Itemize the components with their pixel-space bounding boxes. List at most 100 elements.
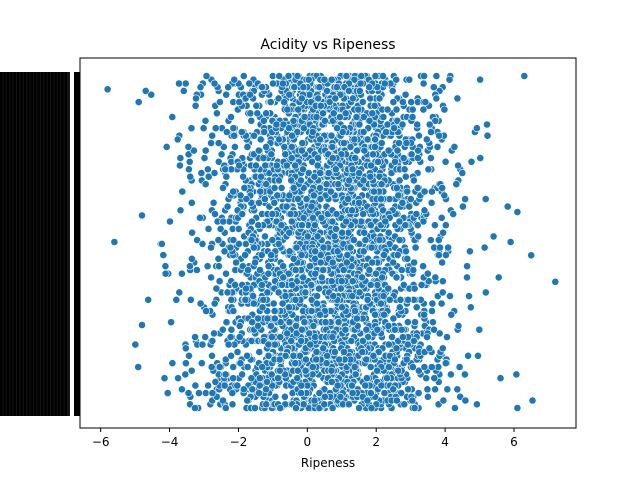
scatter-point bbox=[262, 142, 270, 151]
scatter-point bbox=[339, 139, 348, 147]
scatter-point bbox=[313, 161, 322, 170]
scatter-point bbox=[219, 183, 227, 192]
scatter-point bbox=[476, 75, 484, 84]
scatter-point bbox=[298, 221, 306, 230]
scatter-point bbox=[308, 128, 317, 136]
scatter-point bbox=[379, 72, 387, 80]
scatter-point bbox=[328, 333, 337, 341]
scatter-point bbox=[307, 295, 316, 304]
scatter-point bbox=[301, 355, 310, 364]
scatter-point bbox=[423, 333, 431, 341]
scatter-point bbox=[201, 116, 210, 125]
scatter-point bbox=[287, 154, 296, 162]
scatter-point bbox=[384, 321, 393, 330]
scatter-point bbox=[211, 210, 219, 218]
scatter-point bbox=[370, 142, 379, 151]
scatter-point bbox=[210, 329, 218, 338]
scatter-point bbox=[244, 266, 252, 274]
scatter-point bbox=[439, 228, 447, 237]
scatter-point bbox=[315, 83, 324, 92]
scatter-point bbox=[392, 183, 401, 192]
scatter-point bbox=[287, 142, 296, 151]
scatter-point bbox=[215, 98, 224, 106]
scatter-point bbox=[279, 273, 288, 282]
scatter-point bbox=[404, 385, 412, 394]
scatter-point bbox=[355, 288, 364, 297]
scatter-point bbox=[438, 258, 446, 267]
scatter-point bbox=[377, 139, 386, 147]
scatter-point bbox=[281, 370, 289, 379]
scatter-point bbox=[420, 72, 428, 80]
scatter-point bbox=[503, 202, 512, 211]
scatter-point bbox=[249, 299, 258, 308]
scatter-point bbox=[410, 258, 418, 267]
scatter-point bbox=[305, 90, 314, 99]
scatter-point bbox=[423, 385, 432, 394]
scatter-point bbox=[317, 273, 326, 282]
scatter-point bbox=[551, 277, 560, 286]
scatter-point bbox=[331, 94, 340, 103]
scatter-point bbox=[283, 329, 292, 338]
x-tick-label: 4 bbox=[441, 435, 449, 449]
scatter-point bbox=[198, 239, 207, 248]
scatter-point bbox=[236, 359, 245, 368]
scatter-point bbox=[408, 105, 417, 114]
scatter-point bbox=[207, 273, 215, 282]
scatter-point bbox=[289, 351, 298, 360]
scatter-point bbox=[408, 363, 417, 371]
scatter-point bbox=[434, 236, 443, 244]
scatter-point bbox=[313, 299, 321, 308]
scatter-point bbox=[328, 217, 337, 226]
scatter-point bbox=[292, 404, 300, 412]
scatter-point bbox=[173, 135, 182, 144]
scatter-point bbox=[184, 389, 193, 397]
scatter-point bbox=[176, 206, 185, 215]
scatter-point bbox=[371, 72, 380, 80]
scatter-point bbox=[277, 183, 286, 192]
scatter-point bbox=[430, 221, 439, 230]
scatter-point bbox=[420, 310, 428, 319]
scatter-point bbox=[342, 217, 351, 226]
scatter-point bbox=[450, 142, 459, 151]
scatter-point bbox=[197, 359, 206, 368]
scatter-point bbox=[370, 101, 379, 110]
scatter-point bbox=[428, 307, 436, 315]
scatter-point bbox=[285, 191, 294, 200]
scatter-point bbox=[481, 195, 490, 203]
scatter-point bbox=[207, 139, 215, 147]
scatter-point bbox=[262, 385, 270, 394]
scatter-point bbox=[326, 187, 335, 196]
scatter-point bbox=[211, 124, 220, 133]
scatter-point bbox=[355, 169, 364, 177]
scatter-point bbox=[427, 363, 436, 371]
scatter-point bbox=[419, 79, 428, 88]
scatter-point bbox=[384, 146, 393, 155]
scatter-point bbox=[454, 161, 462, 170]
scatter-point bbox=[306, 262, 314, 271]
scatter-point bbox=[400, 400, 409, 409]
scatter-point bbox=[313, 292, 321, 300]
scatter-point bbox=[461, 396, 470, 405]
scatter-point bbox=[275, 135, 283, 144]
scatter-point bbox=[267, 333, 276, 341]
scatter-point bbox=[264, 262, 273, 271]
scatter-point bbox=[362, 325, 371, 334]
scatter-point bbox=[189, 146, 198, 155]
scatter-point bbox=[222, 172, 231, 181]
scatter-point bbox=[201, 146, 210, 155]
x-tick-label: −4 bbox=[161, 435, 179, 449]
scatter-point bbox=[483, 120, 491, 129]
scatter-point bbox=[348, 165, 357, 174]
scatter-point bbox=[248, 318, 257, 327]
scatter-point bbox=[269, 79, 277, 88]
scatter-point bbox=[221, 355, 230, 364]
scatter-point bbox=[344, 87, 353, 95]
scatter-point bbox=[210, 299, 219, 308]
scatter-point bbox=[247, 236, 256, 244]
scatter-point bbox=[236, 191, 245, 200]
scatter-point bbox=[300, 318, 309, 327]
scatter-point bbox=[184, 165, 193, 174]
scatter-point bbox=[328, 258, 337, 267]
scatter-point bbox=[395, 217, 404, 226]
x-tick-label: −2 bbox=[230, 435, 248, 449]
